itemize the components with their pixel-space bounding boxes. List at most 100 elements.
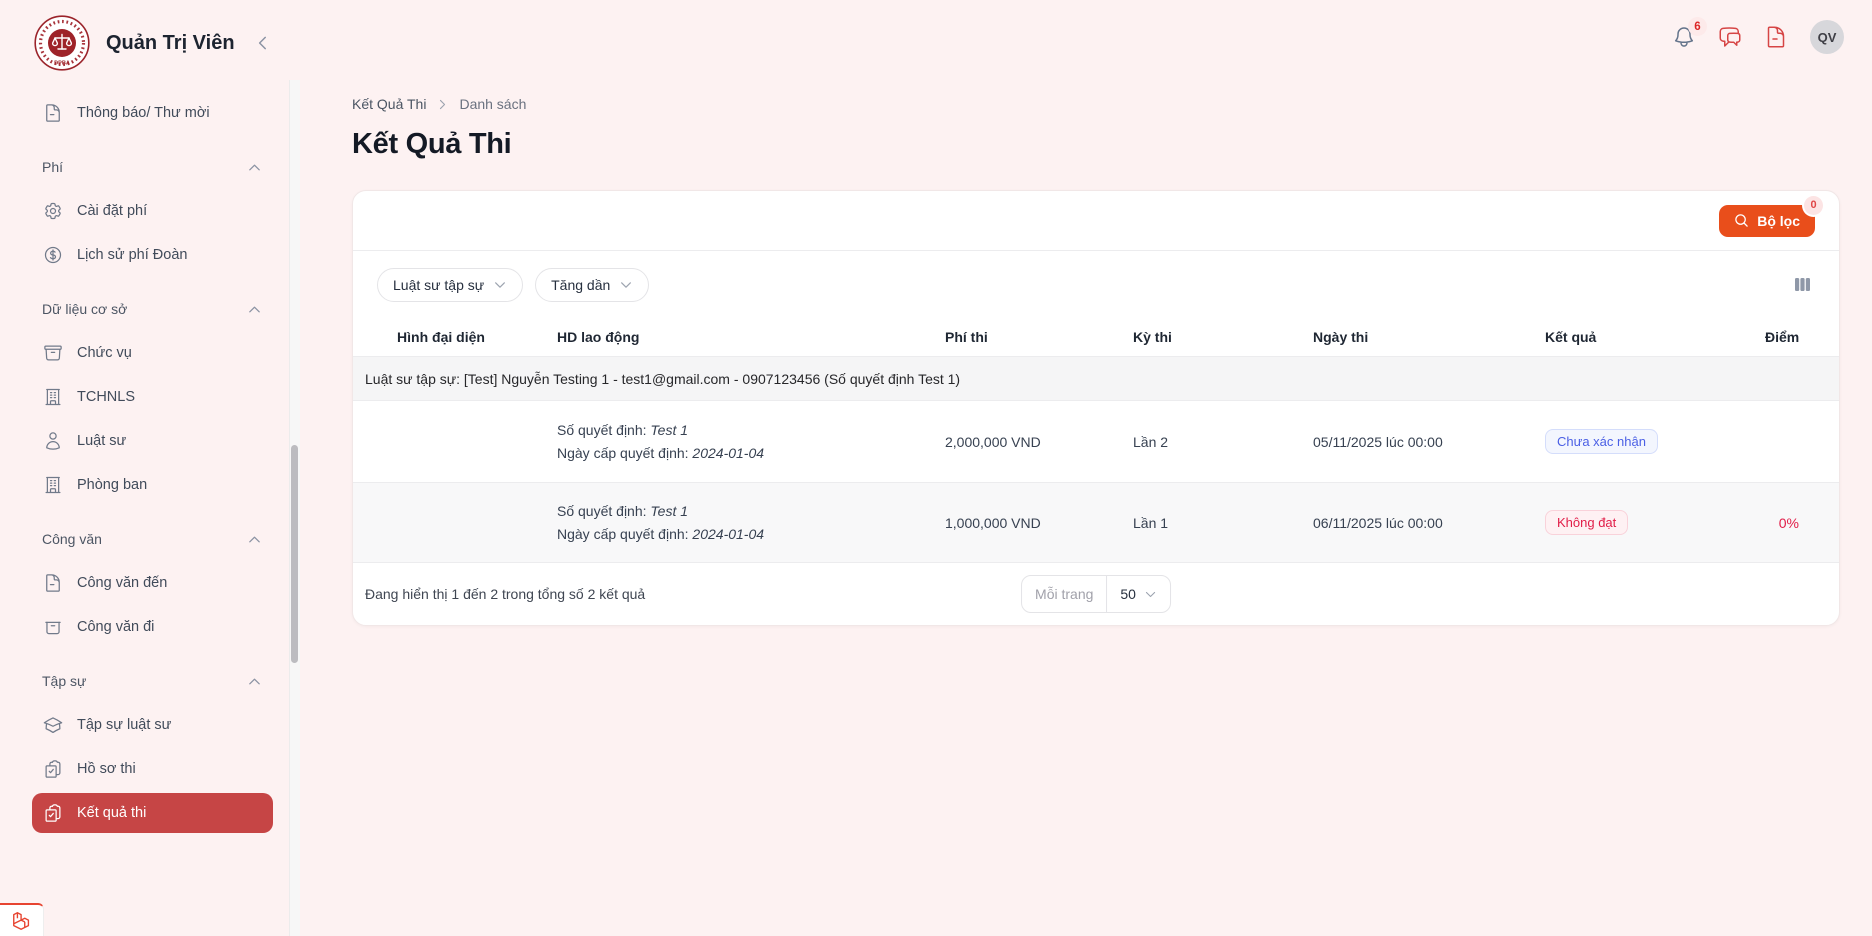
table-header-row: Hình đại diện HD lao động Phí thi Kỳ thi… [353,318,1839,357]
column-header-attempt: Kỳ thi [1133,329,1172,345]
main-area: 6 QV Kết Quả Thi Danh sách Kết Quả Thi B… [300,0,1872,936]
column-header-status: Kết quả [1545,329,1597,345]
cell-hd-lao-dong: Số quyết định: Test 1 Ngày cấp quyết địn… [529,500,933,546]
toggle-columns-button[interactable] [1790,272,1815,297]
bell-icon [1674,27,1694,47]
sidebar-item-cai-dat-phi[interactable]: Cài đặt phí [32,191,273,231]
sidebar-item-label: Lịch sử phí Đoàn [77,247,188,263]
table-row[interactable]: Số quyết định: Test 1 Ngày cấp quyết địn… [353,483,1839,563]
table-group-header: Luật sư tập sự: [Test] Nguyễn Testing 1 … [353,357,1839,401]
sidebar-section-tap-su[interactable]: Tập sự [32,671,273,691]
decision-date-value: 2024-01-04 [692,525,765,542]
sidebar-item-phong-ban[interactable]: Phòng ban [32,465,273,505]
sidebar-item-cong-van-di[interactable]: Công văn đi [32,607,273,647]
chevron-right-icon [440,99,446,109]
cell-attempt: Lần 1 [1133,514,1169,531]
chevron-left-icon [258,36,266,50]
table-toolbar: Luật sư tập sự Tăng dần [353,251,1839,318]
sidebar-item-label: TCHNLS [77,389,136,405]
results-summary: Đang hiển thị 1 đến 2 trong tổng số 2 kế… [365,586,646,602]
sidebar-section-label: Công văn [42,531,102,547]
document-icon [1767,26,1785,48]
laravel-debugbar-toggle[interactable] [0,903,44,936]
dollar-circle-icon [44,246,62,264]
sidebar-item-ket-qua-thi[interactable]: Kết quả thi [32,793,273,833]
columns-icon [1795,278,1810,291]
sidebar-item-cong-van-den[interactable]: Công văn đến [32,563,273,603]
sidebar-item-label: Công văn đi [77,619,155,635]
breadcrumb: Kết Quả Thi Danh sách [352,96,1840,112]
per-page-control: Mỗi trang 50 [1021,575,1171,613]
grouping-controls: Luật sư tập sự Tăng dần [377,267,650,302]
sidebar-item-lich-su-phi[interactable]: Lịch sử phí Đoàn [32,235,273,275]
messages-button[interactable] [1718,25,1742,49]
decision-label: Số quyết định: [557,421,647,438]
table-footer: Đang hiển thị 1 đến 2 trong tổng số 2 kế… [353,563,1839,625]
sidebar-item-chuc-vu[interactable]: Chức vụ [32,333,273,373]
decision-label: Số quyết định: [557,502,647,519]
document-icon [46,574,60,592]
sidebar-section-label: Dữ liệu cơ sở [42,301,128,317]
sort-direction-value: Tăng dần [551,276,611,293]
sidebar-item-label: Kết quả thi [77,805,147,821]
status-badge: Chưa xác nhận [1545,429,1658,454]
documents-button[interactable] [1764,25,1788,49]
sidebar-section-cong-van[interactable]: Công văn [32,529,273,549]
per-page-label: Mỗi trang [1022,576,1108,612]
group-by-dropdown[interactable]: Luật sư tập sự [377,267,524,302]
sidebar-item-tap-su-luat-su[interactable]: Tập sự luật sư [32,705,273,745]
sidebar-item-label: Luật sư [77,433,127,449]
sidebar-item-ho-so-thi[interactable]: Hồ sơ thi [32,749,273,789]
filter-count-badge: 0 [1804,195,1823,215]
chevron-down-icon [1145,591,1156,597]
decision-date-label: Ngày cấp quyết định: [557,444,689,461]
topbar: 6 QV [300,0,1872,64]
clipboard-check-icon [45,804,61,822]
sidebar-item-label: Hồ sơ thi [77,761,136,777]
per-page-select[interactable]: 50 [1107,576,1170,612]
page-title: Kết Quả Thi [352,128,512,160]
cell-status: Không đạt [1533,510,1753,535]
cell-exam-date: 05/11/2025 lúc 00:00 [1313,433,1443,450]
column-header-avatar: Hình đại diện [397,329,485,345]
decision-date-value: 2024-01-04 [692,444,765,461]
document-icon [46,104,60,122]
sidebar-section-du-lieu-co-so[interactable]: Dữ liệu cơ sở [32,299,273,319]
cell-fee: 2,000,000 VND [945,433,1041,450]
sidebar-item-luat-su[interactable]: Luật sư [32,421,273,461]
app-logo: DPBA [34,15,90,71]
column-header-fee: Phí thi [945,329,988,345]
chat-bubbles-icon [1719,27,1741,47]
sidebar-item-label: Phòng ban [77,477,148,493]
sidebar-collapse-button[interactable] [252,32,274,54]
filter-button[interactable]: Bộ lọc 0 [1719,195,1823,237]
sidebar-scrollbar-thumb[interactable] [291,445,298,663]
sidebar-scrollbar-track[interactable] [289,80,300,936]
table-row[interactable]: Số quyết định: Test 1 Ngày cấp quyết địn… [353,401,1839,483]
status-badge: Không đạt [1545,510,1629,535]
gear-icon [45,202,61,220]
results-card: Bộ lọc 0 Luật sư tập sự Tăng dần [352,190,1840,626]
column-header-score: Điểm [1765,329,1800,345]
building-icon [45,476,61,494]
user-icon [46,432,60,450]
sidebar-item-label: Thông báo/ Thư mời [77,105,210,121]
sidebar-item-thong-bao[interactable]: Thông báo/ Thư mời [32,93,273,133]
sidebar-nav: Thông báo/ Thư mời Phí Cài đặt phí Lịch … [0,77,300,833]
user-avatar[interactable]: QV [1810,20,1844,54]
clipboard-check-icon [45,760,61,778]
chevron-down-icon [495,281,506,288]
breadcrumb-item[interactable]: Kết Quả Thi [352,96,427,112]
building-icon [45,388,61,406]
cell-status: Chưa xác nhận [1533,429,1753,454]
filter-bar: Bộ lọc 0 [353,191,1839,251]
cell-exam-date: 06/11/2025 lúc 00:00 [1313,514,1443,531]
sort-direction-dropdown[interactable]: Tăng dần [535,267,650,302]
sidebar-item-tchnls[interactable]: TCHNLS [32,377,273,417]
notifications-button[interactable]: 6 [1672,17,1707,49]
breadcrumb-item-current: Danh sách [459,96,527,112]
notification-count-badge: 6 [1688,17,1707,36]
decision-value: Test 1 [650,502,689,519]
sidebar-header: DPBA Quản Trị Viên [0,0,300,77]
sidebar-section-phi[interactable]: Phí [32,157,273,177]
